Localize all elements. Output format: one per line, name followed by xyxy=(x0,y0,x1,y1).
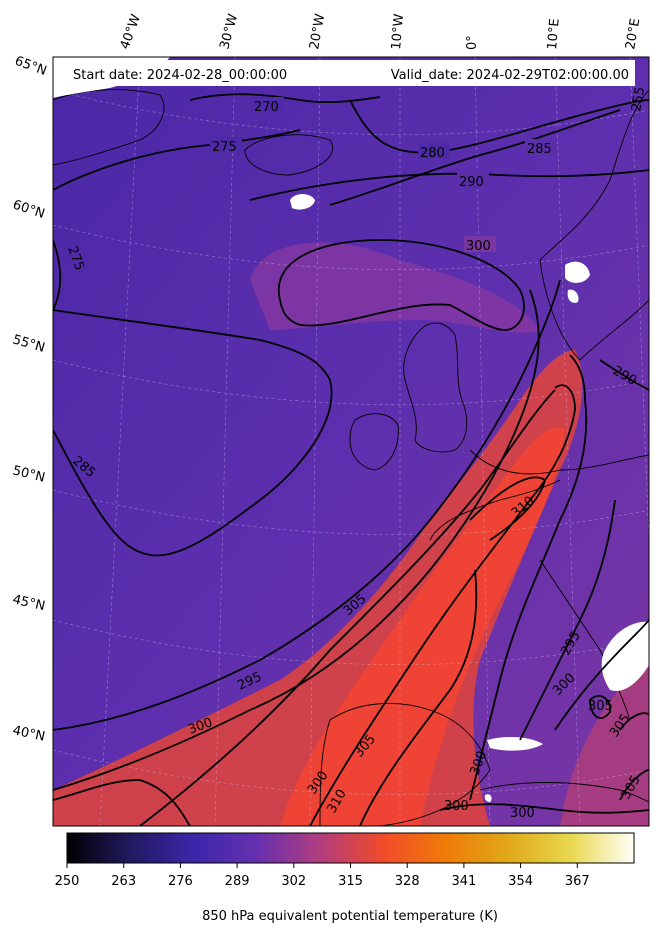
lat-label: 45°N xyxy=(11,592,46,614)
lat-label: 40°N xyxy=(11,723,46,744)
lon-label: 0° xyxy=(465,35,480,50)
colorbar-gradient xyxy=(66,832,635,864)
valid-date-label: Valid_date: 2024-02-29T02:00:00.00 xyxy=(391,68,629,83)
map-panel: 270 275 275 280 285 290 285 300 310 305 … xyxy=(53,57,649,826)
contour-label: 290 xyxy=(459,175,484,190)
contour-310 xyxy=(309,384,576,826)
lon-label: 20°E xyxy=(623,17,643,50)
contour-300-loop xyxy=(277,239,525,331)
colorbar-tick-label: 367 xyxy=(565,874,590,889)
contour-300-east xyxy=(469,354,588,801)
contour-295 xyxy=(53,279,561,731)
contour-300-se xyxy=(554,619,649,731)
colorbar-tick-label: 328 xyxy=(395,874,420,889)
contour-275-west xyxy=(53,239,62,311)
longitude-labels: 40°W 30°W 20°W 10°W 0° 10°E 20°E xyxy=(118,12,644,51)
colorbar-tick-label: 289 xyxy=(225,874,250,889)
contour-290-east xyxy=(599,359,649,391)
mid-band xyxy=(250,242,540,333)
lon-label: 40°W xyxy=(118,12,144,51)
contour-label: 275 xyxy=(212,140,237,155)
contour-label: 280 xyxy=(420,146,445,161)
contour-305-se xyxy=(589,695,612,719)
latitude-labels: 65°N 60°N 55°N 50°N 45°N 40°N xyxy=(11,54,49,745)
contour-305-se2 xyxy=(619,769,649,801)
contour-270 xyxy=(189,93,381,104)
colorbar-tick-label: 250 xyxy=(55,874,80,889)
contour-305 xyxy=(139,389,556,826)
map-frame xyxy=(52,56,650,827)
contour-295-east xyxy=(519,499,616,741)
contour-label: 305 xyxy=(588,699,613,714)
lat-label: 55°N xyxy=(11,332,47,355)
contour-300-main xyxy=(53,289,540,791)
lat-label: 60°N xyxy=(11,198,47,222)
uk-coast xyxy=(403,322,468,453)
colorbar-tick-label: 276 xyxy=(168,874,193,889)
lon-label: 20°W xyxy=(307,13,328,51)
contour-label: 285 xyxy=(527,142,552,157)
warm-air-core xyxy=(280,427,565,826)
greenland-coast xyxy=(53,89,165,166)
contour-290 xyxy=(249,169,649,201)
colorbar-tick-label: 302 xyxy=(281,874,306,889)
contour-300-south xyxy=(439,803,649,814)
contour-label: 300 xyxy=(466,239,491,254)
contour-275 xyxy=(53,129,301,191)
colorbar-tick-label: 263 xyxy=(111,874,136,889)
colorbar-ticks: 250 263 276 289 302 315 328 341 354 367 xyxy=(55,863,590,889)
contour-285-west xyxy=(53,309,333,557)
lon-label: 30°W xyxy=(217,12,241,51)
lon-label: 10°E xyxy=(545,18,563,50)
mediterranean-coast xyxy=(479,782,649,803)
scandinavia-coast xyxy=(539,89,649,361)
graticule xyxy=(53,57,649,826)
colorbar-label: 850 hPa equivalent potential temperature… xyxy=(202,909,498,924)
europe-coast xyxy=(469,449,649,475)
contour-label: 300 xyxy=(444,799,469,814)
lon-label: 10°W xyxy=(389,13,407,50)
contour-label: 300 xyxy=(510,806,535,821)
italy-coast xyxy=(539,559,631,721)
contour-south-west xyxy=(53,779,191,826)
contour-285-north xyxy=(329,109,621,206)
colorbar-tick-label: 315 xyxy=(338,874,363,889)
contour-305-far-se xyxy=(619,712,649,731)
ireland-coast xyxy=(349,413,399,471)
lat-label: 50°N xyxy=(11,463,46,485)
contour-305-east xyxy=(359,569,478,826)
colorbar: 250 263 276 289 302 315 328 341 354 367 850 hPa e… xyxy=(55,832,635,924)
lat-label: 65°N xyxy=(13,54,49,79)
coastlines xyxy=(53,89,649,826)
header-box xyxy=(58,60,635,86)
iceland-coast xyxy=(244,134,333,176)
contour-label: 270 xyxy=(254,100,279,115)
colorbar-tick-label: 341 xyxy=(451,874,476,889)
start-date-label: Start date: 2024-02-28_00:00:00 xyxy=(73,68,287,83)
contour-label: 255 xyxy=(629,86,648,113)
iberia-coast xyxy=(319,703,491,826)
colorbar-tick-label: 354 xyxy=(508,874,533,889)
contour-280 xyxy=(349,99,649,154)
contour-lines xyxy=(53,93,649,826)
contour-310-inner xyxy=(469,476,547,541)
